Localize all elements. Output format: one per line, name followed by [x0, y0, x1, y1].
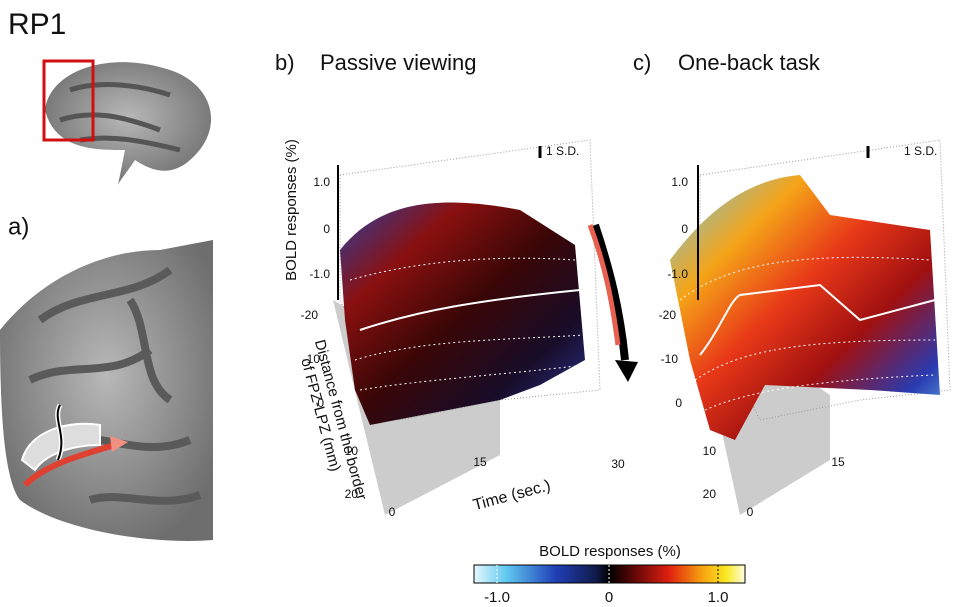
distance-tick-label: 10 — [703, 444, 717, 458]
z-tick-label: 0 — [323, 222, 330, 236]
colorbar-tick-label: 1.0 — [708, 589, 729, 606]
time-tick-label: 15 — [473, 455, 487, 469]
z-tick-label: 0 — [681, 222, 688, 236]
time-tick-label: 15 — [831, 455, 845, 469]
panel-label: a) — [8, 213, 29, 240]
z-tick-label: -1.0 — [667, 267, 688, 281]
scale-bar-label: 1 S.D. — [546, 144, 579, 158]
distance-tick-label: -20 — [659, 308, 677, 322]
time-axis-title: Time (sec.) — [471, 477, 552, 514]
figure-label: RP1 — [8, 8, 66, 41]
distance-tick-label: 0 — [317, 396, 324, 410]
z-axis-title: BOLD responses (%) — [283, 139, 300, 281]
distance-tick-label: -10 — [661, 352, 679, 366]
distance-tick-label: -20 — [301, 308, 319, 322]
panel-title: Passive viewing — [320, 50, 477, 75]
distance-tick-label: 20 — [703, 487, 717, 501]
colorbar-tick-label: 0 — [605, 589, 613, 606]
surface-plot-c — [670, 139, 951, 515]
distance-tick-label: -10 — [303, 352, 321, 366]
colorbar — [473, 564, 746, 584]
surface-plot-b — [333, 139, 638, 515]
brain-closeup — [0, 240, 213, 541]
panel-title: One-back task — [678, 50, 821, 75]
colorbar-tick-label: -1.0 — [484, 589, 510, 606]
distance-tick-label: 20 — [345, 487, 359, 501]
time-tick-label: 30 — [611, 457, 625, 471]
scale-bar-label: 1 S.D. — [904, 144, 937, 158]
panel-label: c) — [633, 50, 651, 75]
z-tick-label: -1.0 — [309, 267, 330, 281]
distance-tick-label: 0 — [675, 396, 682, 410]
z-tick-label: 1.0 — [313, 175, 330, 189]
panel-label: b) — [275, 50, 295, 75]
time-tick-label: 0 — [747, 505, 754, 519]
time-tick-label: 0 — [389, 505, 396, 519]
distance-tick-label: 10 — [345, 444, 359, 458]
z-tick-label: 1.0 — [671, 175, 688, 189]
colorbar-title: BOLD responses (%) — [539, 543, 681, 560]
brain-thumbnail — [42, 59, 212, 186]
